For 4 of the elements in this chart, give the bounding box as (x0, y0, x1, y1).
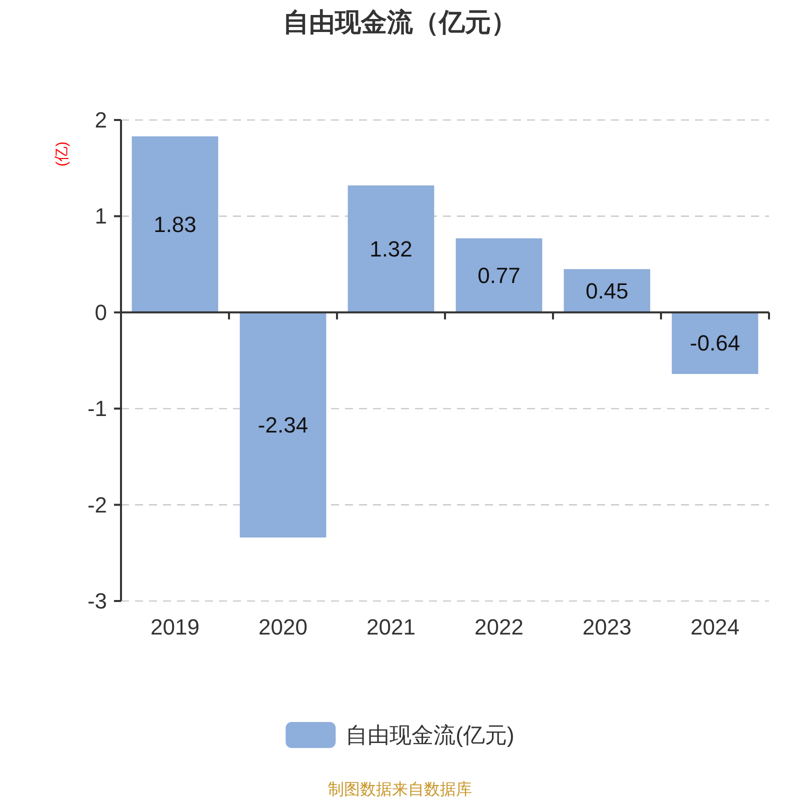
title: 自由现金流（亿元） (283, 7, 517, 37)
legend-label: 自由现金流(亿元) (346, 722, 514, 748)
note: 制图数据来自数据库 (328, 782, 472, 798)
legend: 自由现金流(亿元) (286, 722, 514, 748)
